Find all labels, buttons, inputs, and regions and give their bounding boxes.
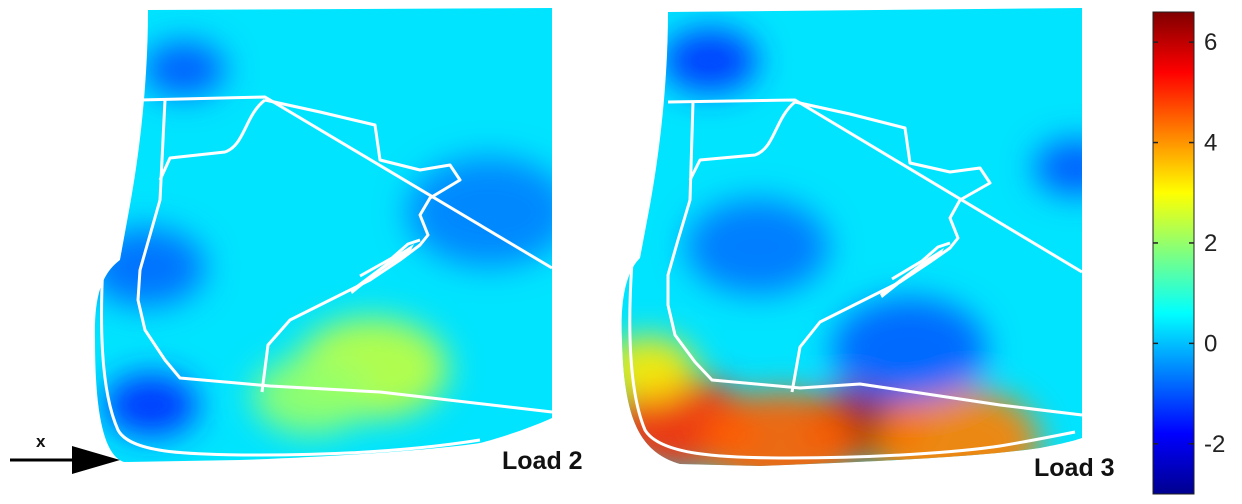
heatmap-hotspot bbox=[1034, 140, 1082, 196]
heatmap-hotspot bbox=[686, 199, 829, 295]
panel-label-load-2: Load 2 bbox=[502, 447, 583, 475]
heatmap-panel-load-2 bbox=[94, 8, 553, 462]
colorbar-gradient bbox=[1152, 11, 1195, 495]
arrow-label-x: x bbox=[36, 432, 46, 451]
colorbar-ticks: 6 4 2 0 -2 bbox=[1153, 29, 1225, 458]
colorbar-tick-label: 4 bbox=[1204, 130, 1217, 157]
heatmap-hotspot bbox=[832, 297, 987, 401]
arrow-head-icon bbox=[72, 446, 120, 474]
region-boundaries bbox=[100, 95, 553, 457]
heatmap-hotspot bbox=[252, 356, 370, 436]
heatmap-hotspot bbox=[142, 42, 226, 97]
colorbar: 6 4 2 0 -2 bbox=[1152, 11, 1225, 495]
heatmap-hotspot bbox=[407, 157, 553, 267]
colorbar-tick-label: 2 bbox=[1204, 230, 1217, 257]
colorbar-tick-label: 0 bbox=[1204, 330, 1217, 357]
x-direction-arrow: x bbox=[10, 432, 120, 474]
panel-label-load-3: Load 3 bbox=[1034, 454, 1115, 482]
heatmap-hotspot bbox=[662, 29, 758, 93]
crack-region bbox=[880, 248, 944, 298]
heatmap-hotspot bbox=[94, 228, 206, 307]
colorbar-tick-label: -2 bbox=[1204, 431, 1225, 458]
heatmap-hotspot bbox=[873, 386, 1041, 466]
colorbar-tick-label: 6 bbox=[1204, 29, 1217, 56]
crack-region bbox=[350, 244, 414, 294]
heatmap-hotspot bbox=[704, 390, 859, 466]
region-boundaries bbox=[628, 98, 1083, 460]
heatmap-hotspot bbox=[104, 373, 199, 437]
heatmap-panel-load-3 bbox=[621, 8, 1083, 466]
